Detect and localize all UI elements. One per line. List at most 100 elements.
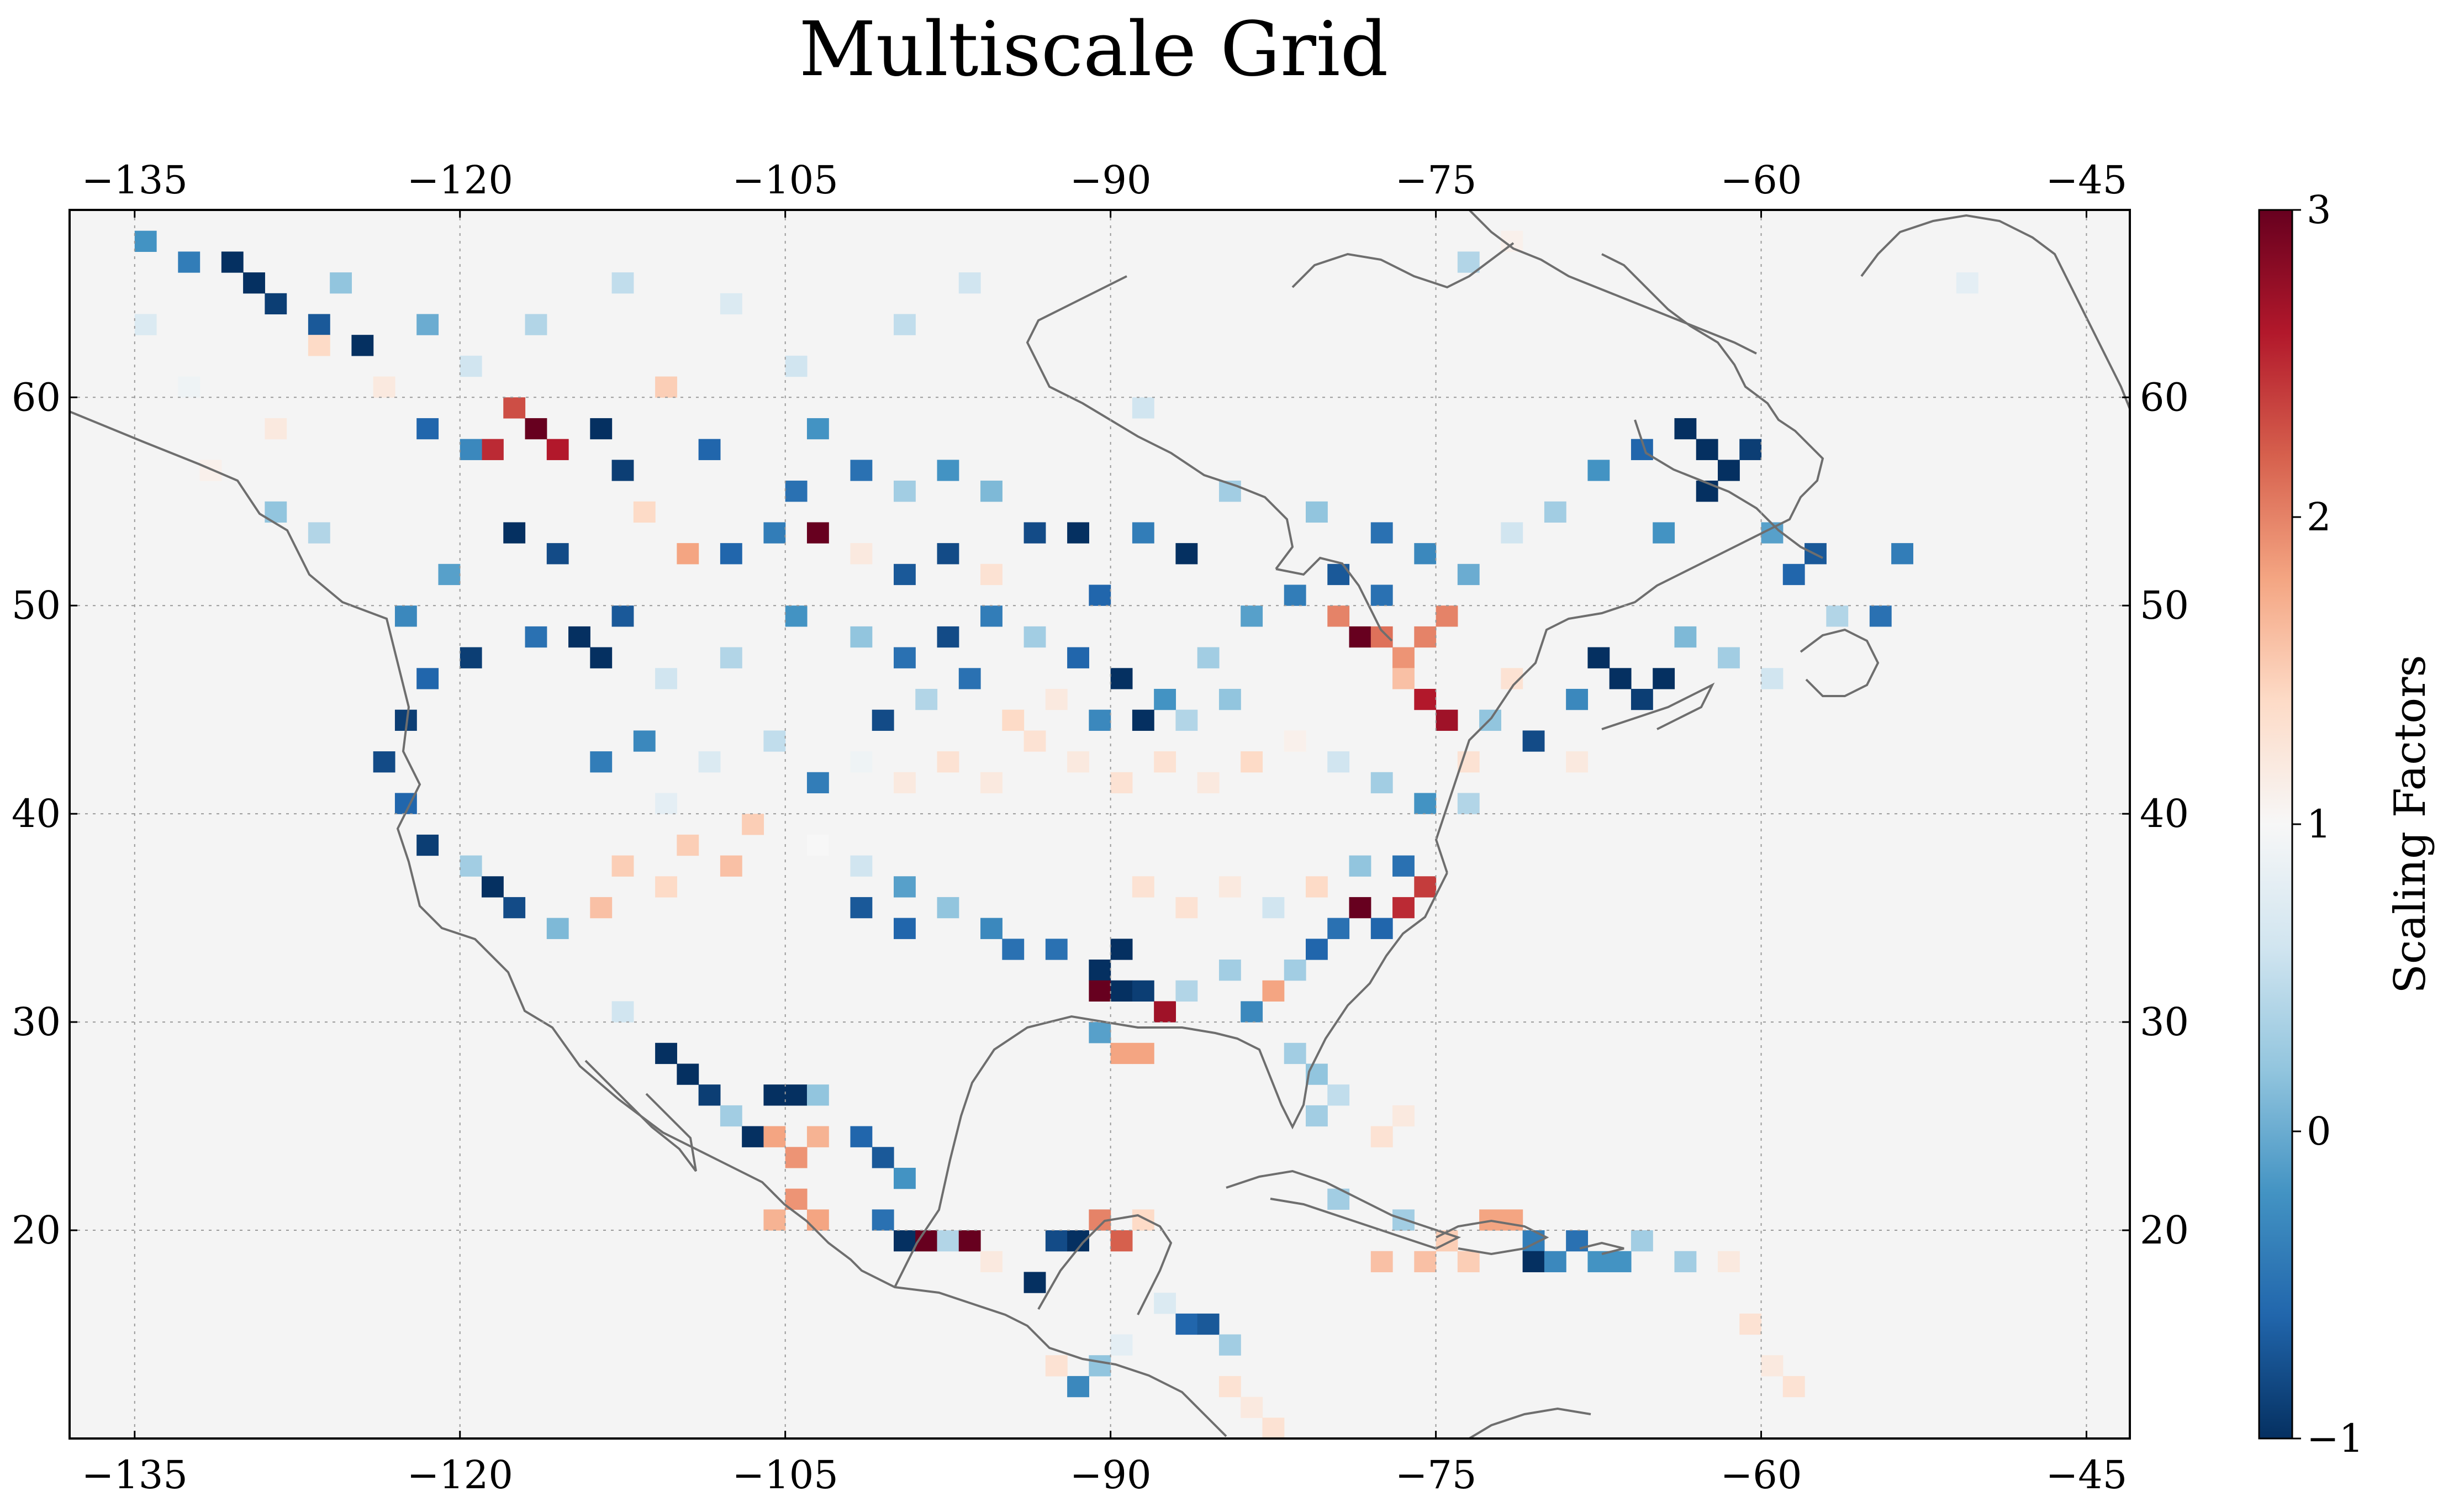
x-tick-label-top: −45 <box>2046 157 2128 203</box>
coastline-arctic-islands <box>1291 242 1515 289</box>
heatmap-cell <box>1392 1105 1415 1127</box>
heatmap-cell <box>1262 1418 1285 1438</box>
y-tick-label-left: 30 <box>12 999 61 1045</box>
x-tick-label-bottom: −90 <box>1070 1452 1152 1498</box>
x-tick-label-top: −90 <box>1070 157 1152 203</box>
heatmap-cell <box>958 668 981 689</box>
heatmap-cell <box>178 376 201 398</box>
heatmap-cell <box>1414 688 1437 710</box>
y-tick-label-right: 60 <box>2140 375 2189 420</box>
heatmap-cell <box>1869 605 1892 627</box>
heatmap-cell <box>546 543 569 565</box>
heatmap-cell <box>655 876 677 898</box>
heatmap-cell <box>633 730 656 752</box>
heatmap-cell <box>199 460 222 481</box>
heatmap-cell <box>1154 1293 1176 1314</box>
heatmap-cell <box>1349 897 1371 919</box>
heatmap-cell <box>308 335 330 356</box>
heatmap-cell <box>720 293 742 315</box>
heatmap-cell <box>416 834 439 856</box>
y-tick-label-left: 50 <box>12 583 61 628</box>
heatmap-cell <box>1718 647 1740 668</box>
heatmap-cell <box>850 751 873 773</box>
heatmap-cell <box>937 460 959 481</box>
heatmap-cell <box>763 1209 786 1231</box>
heatmap-cell <box>937 543 959 565</box>
heatmap-cell <box>1241 1001 1263 1023</box>
heatmap-cell <box>1262 897 1285 919</box>
heatmap-cell <box>677 834 699 856</box>
x-tick-label-bottom: −45 <box>2046 1452 2128 1498</box>
heatmap-cell <box>1089 960 1111 981</box>
heatmap-cell <box>1154 688 1176 710</box>
colorbar-tick-label: 3 <box>2307 187 2331 233</box>
heatmap-cell <box>525 626 547 648</box>
heatmap-cell <box>611 1001 634 1023</box>
heatmap-cell <box>1587 460 1610 481</box>
heatmap-cell <box>1392 668 1415 689</box>
x-tick-label-top: −60 <box>1721 157 1802 203</box>
heatmap-cell <box>1457 793 1480 814</box>
heatmap-cell <box>785 355 808 377</box>
heatmap-cell <box>1370 522 1393 544</box>
heatmap-cell <box>1653 522 1675 544</box>
heatmap-cell <box>806 418 829 440</box>
coastline-cuba <box>1226 1169 1461 1250</box>
heatmap-cell <box>1327 918 1350 939</box>
heatmap-cell <box>980 481 1003 502</box>
heatmap-cell <box>1349 855 1371 877</box>
coastline-hispaniola <box>1436 1219 1549 1256</box>
heatmap-cell <box>1154 1001 1176 1023</box>
heatmap-cell <box>1414 1251 1437 1273</box>
heatmap-cell <box>1089 1022 1111 1044</box>
heatmap-cell <box>655 668 677 689</box>
heatmap-cell <box>655 1042 677 1065</box>
heatmap-cell <box>265 293 287 315</box>
heatmap-cell <box>720 1105 742 1127</box>
heatmap-cell <box>633 501 656 523</box>
heatmap-cell <box>1002 709 1025 731</box>
heatmap-cell <box>1045 939 1068 960</box>
y-tick-label-left: 40 <box>12 791 61 836</box>
heatmap-cell <box>850 626 873 648</box>
heatmap-cell <box>720 543 742 565</box>
heatmap-cell <box>590 418 613 440</box>
heatmap-cell <box>1023 1272 1046 1293</box>
heatmap-cell <box>1306 876 1328 898</box>
heatmap-cell <box>1110 939 1133 960</box>
heatmap-cell <box>850 460 873 481</box>
heatmap-cell <box>1154 751 1176 773</box>
axis-ticks <box>70 210 2130 1438</box>
heatmap-cell <box>850 543 873 565</box>
heatmap-cell <box>980 563 1003 586</box>
heatmap-cell <box>763 1084 786 1106</box>
heatmap-cell <box>894 647 916 668</box>
heatmap-cell <box>1067 751 1089 773</box>
heatmap-cell <box>1761 668 1784 689</box>
heatmap-cell <box>1457 1251 1480 1273</box>
heatmap-cell <box>1414 876 1437 898</box>
heatmap-cell <box>1696 439 1718 460</box>
heatmap-cell <box>1631 688 1653 710</box>
heatmap-cell <box>872 1209 894 1231</box>
coastline-nova-scotia <box>1601 682 1715 730</box>
heatmap-cell <box>1674 1251 1697 1273</box>
heatmap-cell <box>1392 897 1415 919</box>
heatmap-cell <box>1392 855 1415 877</box>
x-tick-label-bottom: −60 <box>1721 1452 1802 1498</box>
heatmap-cell <box>1067 1376 1089 1398</box>
heatmap-cell <box>806 834 829 856</box>
heatmap-cell <box>937 897 959 919</box>
heatmap-cell <box>568 626 590 648</box>
heatmap-cell <box>785 605 808 627</box>
heatmap-cell <box>1132 980 1154 1002</box>
heatmap-cell <box>894 1230 916 1252</box>
heatmap-cell <box>1132 709 1154 731</box>
heatmap-cell <box>1566 688 1589 710</box>
heatmap-cell <box>330 272 352 294</box>
heatmap-cell <box>351 335 374 356</box>
coastline-puerto-rico <box>1579 1241 1624 1255</box>
colorbar-gradient <box>2258 209 2293 1440</box>
heatmap-cell <box>1653 668 1675 689</box>
